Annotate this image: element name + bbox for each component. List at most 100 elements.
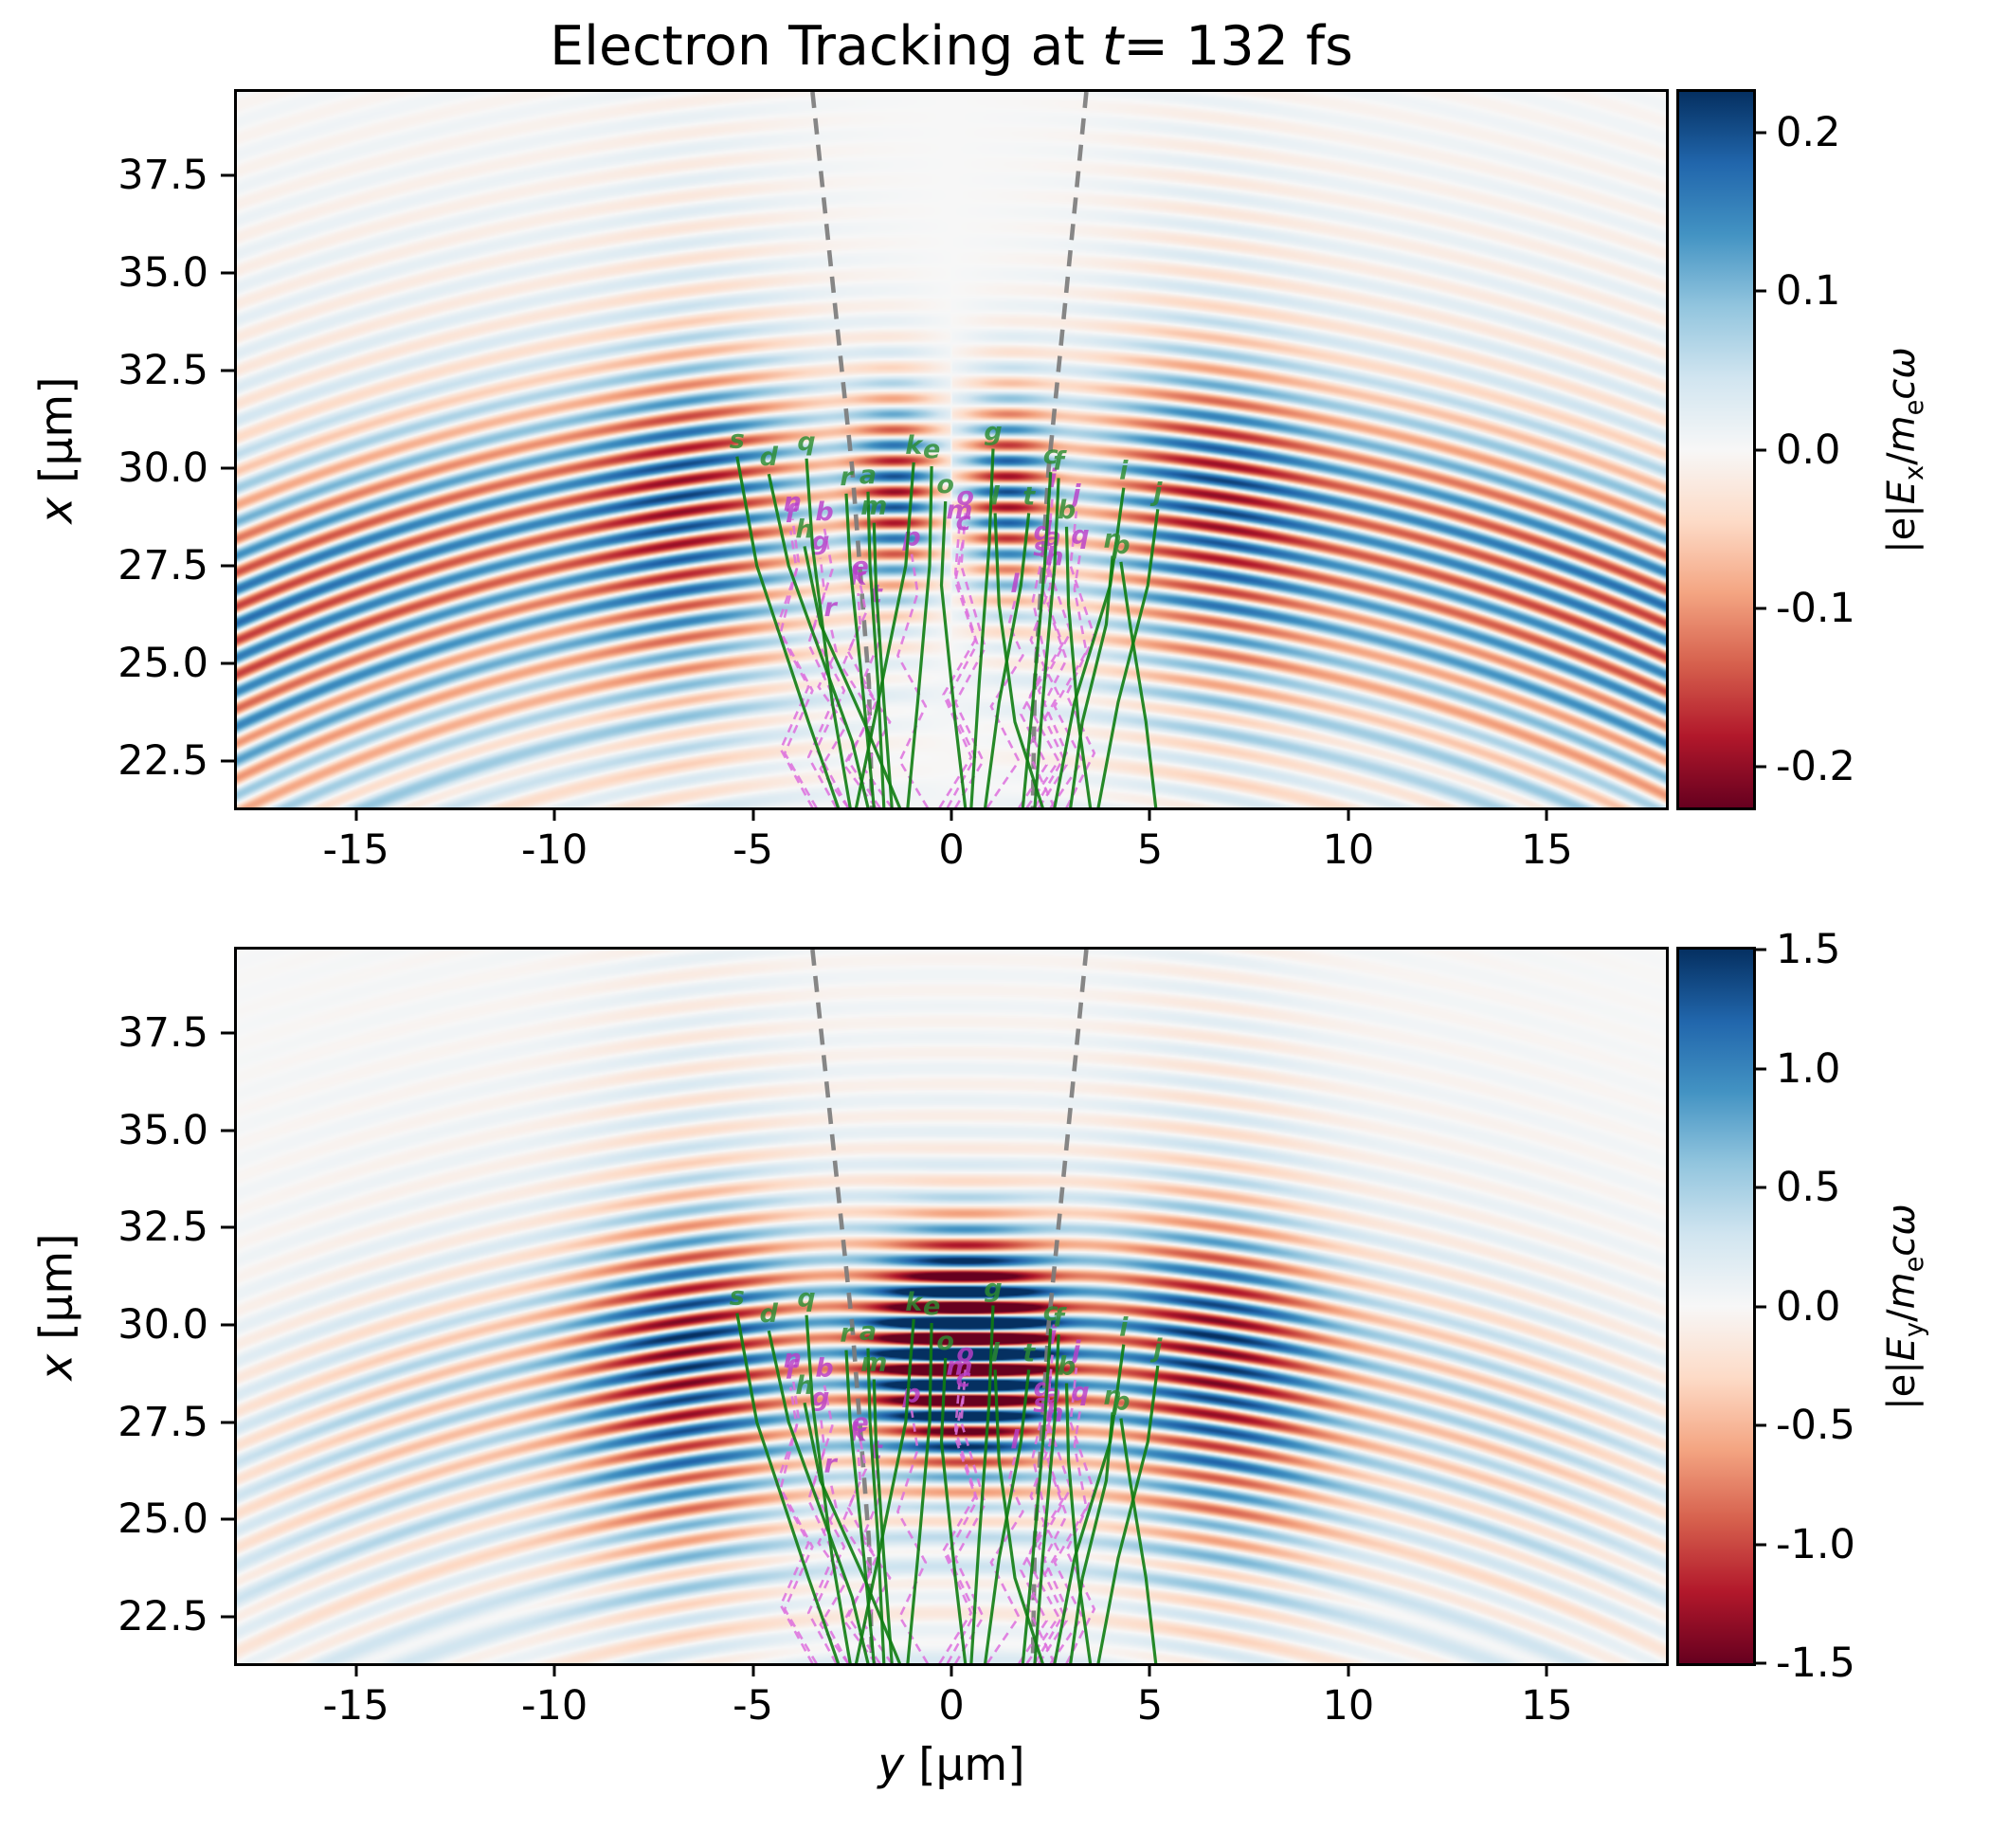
x-tick-label: -15 [322,1682,389,1730]
magenta-trajectory-f [775,530,814,807]
ey-colorbar-gradient [1679,950,1753,1663]
magenta-trajectory-m [946,1383,979,1663]
green-trajectory-label-p: p [1111,1387,1130,1417]
x-tick-mark [751,807,755,821]
magenta-trajectory-label-p: p [901,523,920,553]
green-trajectory-label-n: n [1103,525,1121,554]
colorbar-tick-mark [1753,1661,1766,1665]
green-trajectory-i [1053,487,1126,807]
green-trajectory-label-l: l [990,1338,1000,1368]
colorbar-tick-mark [1753,1543,1766,1546]
title-time-value: = 132 fs [1123,15,1353,78]
green-trajectory-s [735,1313,841,1663]
magenta-trajectory-label-q: q [1071,521,1089,551]
title-text: Electron Tracking at [550,15,1102,78]
colorbar-tick-label: 0.0 [1776,1282,1841,1331]
green-trajectory-p [1119,561,1158,807]
x-tick-label: -15 [322,826,389,874]
magenta-trajectory-k [841,1449,877,1663]
green-trajectory-n [1069,1412,1114,1663]
green-trajectory-f [1033,1334,1060,1663]
colorbar-tick-label: 0.0 [1776,426,1841,474]
x-tick-label: 10 [1322,826,1375,874]
magenta-trajectory-label-r: r [824,1449,839,1478]
x-tick-label: 15 [1520,826,1573,874]
y-tick-label: 22.5 [118,736,208,785]
green-trajectory-t [984,1369,1031,1663]
green-trajectory-f [1033,478,1060,807]
magenta-trajectory-label-g: g [811,1384,829,1413]
colorbar-tick-mark [1753,607,1766,610]
green-trajectory-e [906,465,933,807]
x-tick-mark [354,807,358,821]
magenta-trajectory-p [896,1410,930,1663]
x-tick-mark [552,1663,556,1676]
magenta-trajectory-g [806,557,838,807]
y-tick-label: 30.0 [118,444,208,493]
y-tick-mark [221,1517,234,1521]
magenta-trajectory-label-l: l [1010,1426,1020,1456]
green-trajectory-q [805,458,852,807]
green-trajectory-a [866,491,886,807]
green-trajectory-i [1053,1344,1126,1663]
x-tick-mark [354,1663,358,1676]
x-tick-mark [751,1663,755,1676]
title-t-symbol: t [1101,15,1124,78]
magenta-trajectory-label-f: f [785,1356,799,1386]
green-trajectory-e [906,1322,933,1663]
y-tick-label: 27.5 [118,542,208,590]
magenta-trajectory-l [986,1457,1024,1663]
y-tick-mark [221,564,234,568]
x-tick-label: -5 [733,1682,773,1730]
x-tick-label: 0 [938,826,965,874]
colorbar-tick-mark [1753,1067,1766,1070]
magenta-trajectory-label-n: n [784,1344,802,1373]
green-trajectory-label-t: t [1022,481,1036,511]
magenta-trajectory-label-m: m [946,1352,972,1382]
green-trajectory-label-q: q [797,1284,815,1314]
magenta-trajectory-f [775,1386,814,1663]
y-tick-label: 35.0 [118,249,208,298]
x-tick-label: -10 [520,826,588,874]
magenta-trajectory-m [946,526,979,807]
x-tick-mark [1545,807,1548,821]
green-trajectory-a [866,1348,886,1663]
green-trajectory-s [735,456,841,807]
y-tick-mark [221,173,234,177]
magenta-trajectory-label-c: c [956,1364,971,1393]
green-trajectory-g [969,1305,995,1663]
green-trajectory-label-f: f [1053,446,1067,476]
magenta-trajectory-j [1065,1368,1096,1663]
magenta-trajectory-label-i: i [1048,1321,1058,1350]
ey-colorbar: |e|Ey/mecω 1.5 1.0 0.5 0.0 -0.5 -1.0 -1.5 [1676,926,1929,1687]
y-tick-label: 27.5 [118,1398,208,1446]
y-tick-mark [221,271,234,275]
green-trajectory-label-e: e [923,1292,940,1321]
green-trajectory-label-s: s [730,426,745,455]
green-trajectory-label-t: t [1022,1338,1036,1368]
magenta-trajectory-label-o: o [956,1338,974,1368]
x-tick-mark [1347,807,1350,821]
x-tick-label: -10 [520,1682,588,1730]
x-tick-mark [1347,1663,1350,1676]
x-tick-label: 5 [1136,1682,1164,1730]
y-tick-mark [221,759,234,763]
y-tick-mark [221,369,234,372]
green-trajectory-k [854,462,915,807]
green-trajectory-g [969,448,995,807]
y-tick-label: 37.5 [118,152,208,200]
magenta-trajectory-o [953,513,986,807]
green-trajectory-label-h: h [795,515,813,544]
green-trajectory-label-b: b [1058,1352,1076,1382]
green-trajectory-label-m: m [860,1349,887,1378]
green-trajectory-label-d: d [760,443,779,472]
ey-yaxis-label: x [µm] [30,1232,83,1381]
laser-cone-left [810,92,875,807]
x-tick-mark [950,1663,953,1676]
magenta-trajectory-label-q: q [1071,1377,1089,1406]
magenta-trajectory-g [806,1414,838,1663]
y-tick-label: 37.5 [118,1008,208,1057]
magenta-trajectory-i [1033,1351,1073,1663]
